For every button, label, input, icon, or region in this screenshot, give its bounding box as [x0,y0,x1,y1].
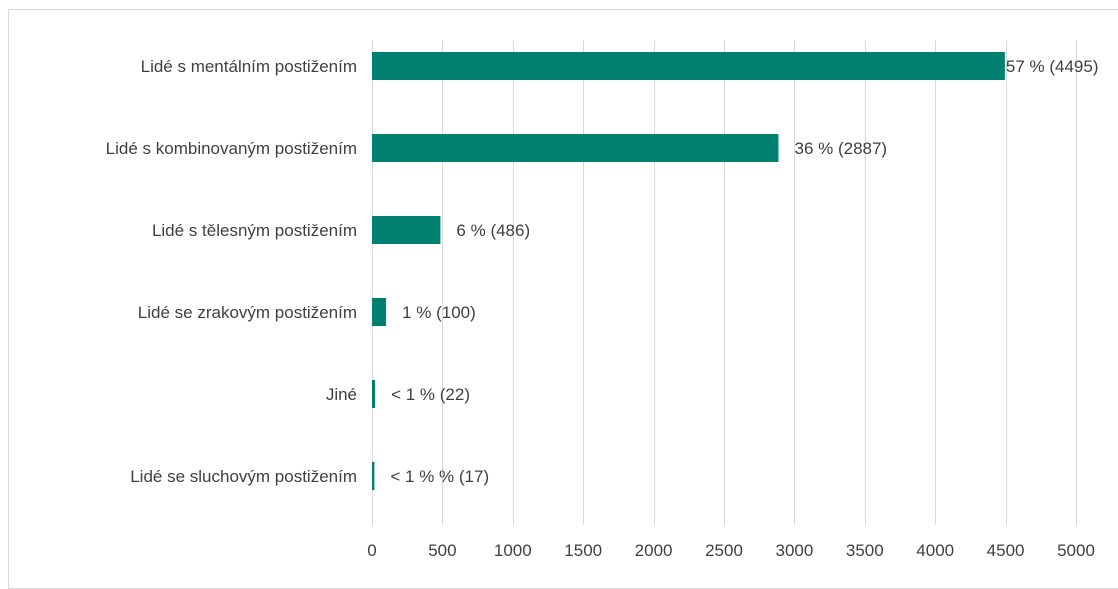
data-labels: 57 % (4495) 36 % (2887) 6 % (486) 1 % (100)… [390,57,1098,486]
x-tick-label: 0 [367,541,376,560]
x-tick-labels: 0 500 1000 1500 2000 2500 3000 3500 4000 4500 5000 [367,541,1095,560]
x-tick-label: 500 [428,541,456,560]
bar [372,462,375,490]
data-label: 1 % (100) [402,303,476,322]
bar [372,52,1005,80]
category-label: Lidé se zrakovým postižením [138,303,357,322]
data-label: < 1 % (22) [391,385,470,404]
gridlines [372,40,1077,525]
data-label: 57 % (4495) [1006,57,1099,76]
x-tick-label: 1000 [494,541,532,560]
bar [372,380,376,408]
x-tick-label: 5000 [1057,541,1095,560]
x-tick-label: 2000 [635,541,673,560]
bar [372,298,387,326]
bar [372,216,441,244]
x-tick-label: 2500 [705,541,743,560]
bars [372,52,1005,490]
data-label: 36 % (2887) [794,139,887,158]
x-tick-label: 1500 [564,541,602,560]
category-labels: Lidé s mentálním postižením Lidé s kombin… [106,57,357,486]
category-label: Lidé se sluchovým postižením [130,467,357,486]
category-label: Lidé s kombinovaným postižením [106,139,357,158]
category-label: Lidé s mentálním postižením [141,57,357,76]
data-label: 6 % (486) [456,221,530,240]
x-tick-label: 4500 [987,541,1025,560]
category-label: Jiné [326,385,357,404]
data-label: < 1 % % (17) [390,467,489,486]
category-label: Lidé s tělesným postižením [152,221,357,240]
x-tick-label: 3500 [846,541,884,560]
x-tick-label: 4000 [916,541,954,560]
bar [372,134,779,162]
x-tick-label: 3000 [775,541,813,560]
